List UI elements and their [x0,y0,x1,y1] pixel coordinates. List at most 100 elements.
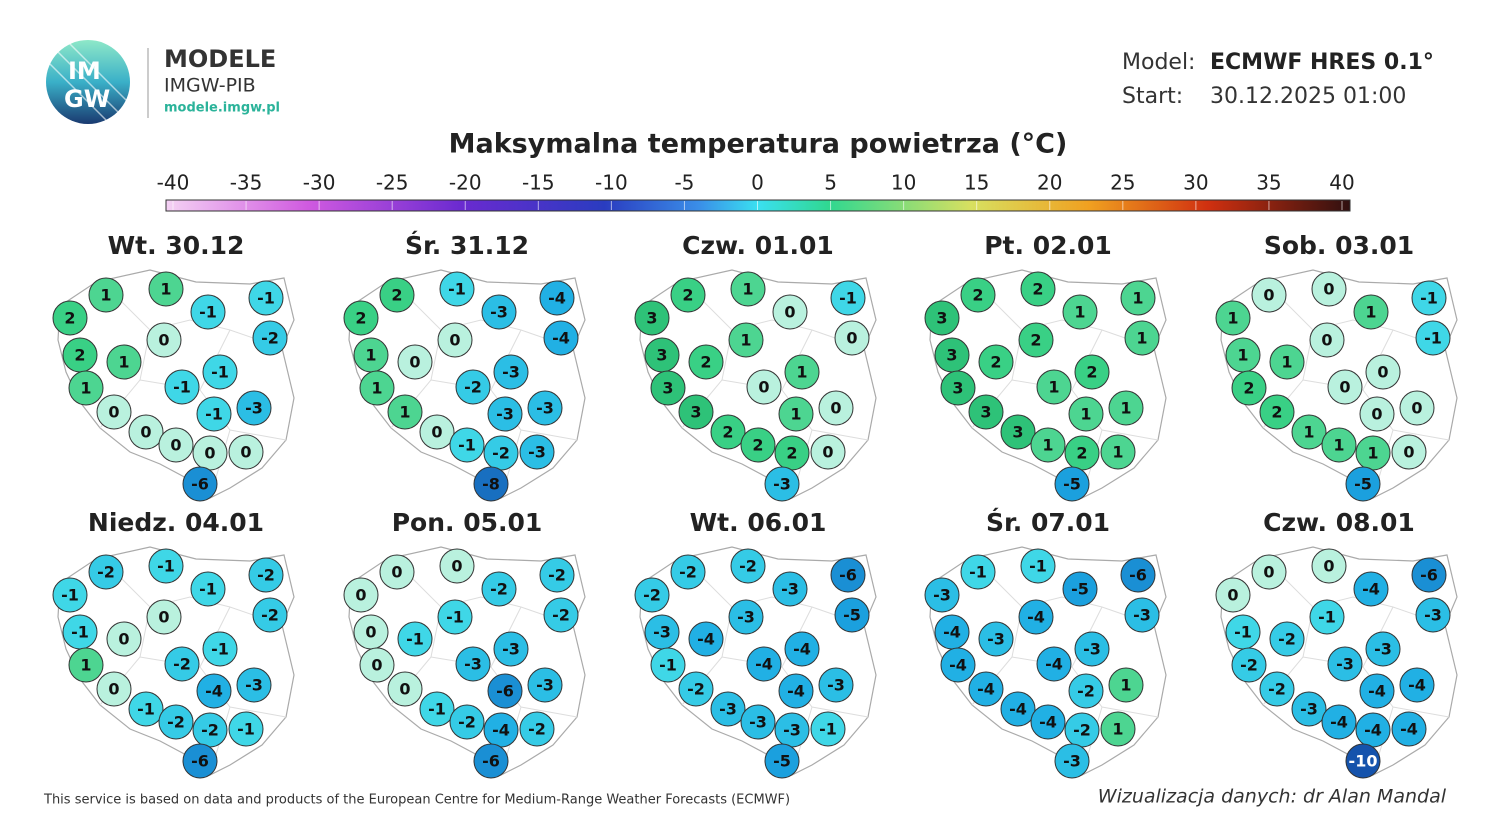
temperature-marker [419,691,455,727]
temperature-marker [678,394,714,430]
temperature-label: 2 [74,346,85,365]
temperature-label: 1 [399,403,410,422]
temperature-label: -1 [237,720,255,739]
temperature-label: 3 [656,346,667,365]
temperature-label: 0 [391,563,402,582]
temperature-marker [68,647,104,683]
temperature-marker [473,743,509,779]
temperature-label: 1 [1132,289,1143,308]
temperature-marker [1018,322,1054,358]
temperature-label: 0 [108,403,119,422]
temperature-label: -2 [167,713,185,732]
temperature-label: -4 [943,623,961,642]
temperature-marker [106,621,142,657]
temperature-label: -2 [548,566,566,585]
temperature-label: 2 [1032,280,1043,299]
temperature-marker [1054,743,1090,779]
org: IMGW-PIB [164,75,256,97]
temperature-label: -3 [749,713,767,732]
temperature-marker [728,599,764,635]
map: Pon. 05.010 0-2-20-1 -20 -1-30 -3-30 -6-1-2 -4… [343,508,586,779]
temperature-marker [473,466,509,502]
temperature-label: -1 [205,405,223,424]
logo-text: GW [64,85,110,113]
source: This service is based on data and produc… [43,793,790,808]
temperature-label: -6 [482,752,500,771]
temperature-marker [1251,277,1287,313]
temperature-marker [1399,667,1435,703]
temperature-label: 0 [1263,563,1274,582]
temperature-label: 1 [790,405,801,424]
temperature-label: -4 [1368,682,1386,701]
temperature-marker [778,396,814,432]
temperature-label: -2 [643,586,661,605]
temperature-marker [784,354,820,390]
temperature-label: 2 [990,353,1001,372]
temperature-marker [1399,390,1435,426]
map-date: Wt. 30.12 [108,231,245,260]
map-date: Śr. 31.12 [405,230,529,260]
temperature-label: -2 [261,606,279,625]
temperature-marker [1321,427,1357,463]
temperature-label: 1 [160,280,171,299]
temperature-label: -1 [211,363,229,382]
temperature-marker [68,370,104,406]
temperature-label: -1 [137,700,155,719]
temperature-label: 0 [240,443,251,462]
temperature-label: -1 [819,720,837,739]
temperature-marker [1000,691,1036,727]
temperature-label: -3 [245,399,263,418]
temperature-label: 1 [365,346,376,365]
credit: Wizualizacja danych: dr Alan Mandal [1098,786,1447,808]
temperature-label: 0 [158,331,169,350]
region-borders [681,299,869,499]
temperature-label: 2 [1271,403,1282,422]
temperature-label: -1 [1424,329,1442,348]
temperature-label: -1 [199,580,217,599]
temperature-label: 2 [1076,444,1087,463]
temperature-marker [164,646,200,682]
temperature-label: 2 [700,353,711,372]
temperature-label: 1 [80,379,91,398]
map-date: Sob. 03.01 [1264,231,1414,260]
region-borders [971,576,1159,776]
temperature-marker [190,294,226,330]
temperature-label: 2 [752,436,763,455]
temperature-marker [128,414,164,450]
region-borders [1262,576,1450,776]
temperature-label: 0 [1323,280,1334,299]
temperature-marker [1345,466,1381,502]
temperature-label: -2 [739,557,757,576]
temperature-label: -4 [697,630,715,649]
colorbar-tick-label: 35 [1256,171,1281,195]
temperature-label: -4 [1039,713,1057,732]
region-borders [971,299,1159,499]
temperature-label: 0 [1263,286,1274,305]
map-date: Niedz. 04.01 [88,508,264,537]
temperature-label: -6 [839,566,857,585]
temperature-marker [1327,369,1363,405]
temperature-marker [810,434,846,470]
start: 30.12.2025 01:00 [1210,84,1406,109]
temperature-label: -6 [191,752,209,771]
temperature-label: -4 [1362,580,1380,599]
temperature-marker [1030,427,1066,463]
temperature-label: -5 [1354,475,1372,494]
temperature-label: 0 [1377,363,1388,382]
temperature-label: 1 [1237,346,1248,365]
temperature-label: -2 [261,329,279,348]
temperature-label: -3 [496,405,514,424]
temperature-label: 2 [972,286,983,305]
temperature-marker [1100,711,1136,747]
temperature-label: 2 [786,444,797,463]
temperature-label: -6 [496,682,514,701]
temperature-marker [1036,646,1072,682]
temperature-label: 0 [1339,378,1350,397]
temperature-label: -2 [679,563,697,582]
temperature-marker [543,597,579,633]
temperature-marker [688,344,724,380]
map: Czw. 01.012 10-131 03 213 003 122 2 0-3 [634,231,877,502]
temperature-marker [1365,631,1401,667]
temperature-marker [359,370,395,406]
